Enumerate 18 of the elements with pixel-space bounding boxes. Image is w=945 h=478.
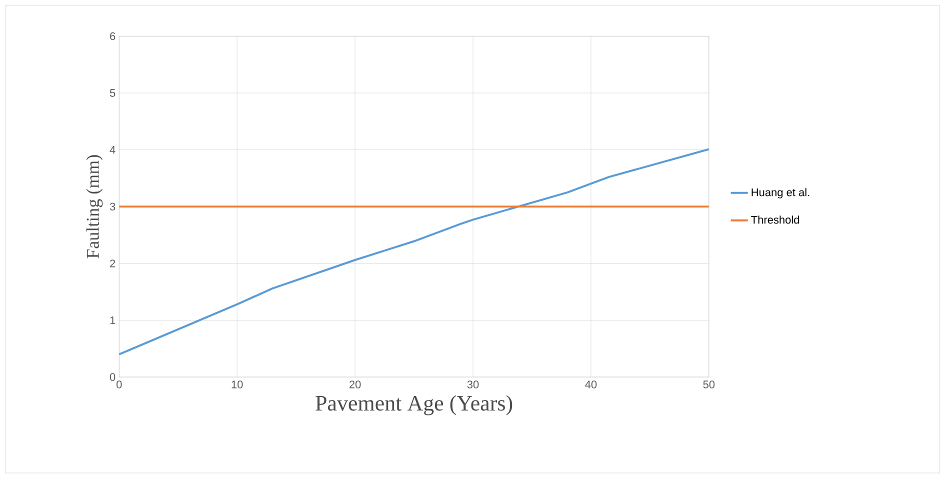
x-tick-label: 0: [116, 380, 122, 388]
line-series: [119, 148, 709, 356]
x-tick-label: 10: [232, 380, 243, 388]
legend-label: Threshold: [751, 216, 800, 224]
x-axis-title: Pavement Age (Years): [316, 395, 512, 416]
y-tick-label: 4: [110, 146, 116, 154]
x-tick-label: 30: [467, 380, 479, 388]
legend-label: Huang et al.: [752, 188, 810, 198]
x-tick-label: 20: [349, 380, 361, 388]
y-tick-label: 0: [110, 373, 116, 381]
y-tick-label: 3: [110, 202, 116, 210]
y-tick-label: 5: [110, 89, 116, 97]
y-axis-title: Faulting (mm): [86, 155, 103, 258]
y-tick-label: 1: [110, 316, 116, 324]
x-tick-label: 50: [703, 380, 715, 388]
x-tick-label: 40: [585, 380, 597, 388]
y-tick-label: 6: [110, 32, 116, 40]
y-tick-label: 2: [110, 259, 116, 268]
